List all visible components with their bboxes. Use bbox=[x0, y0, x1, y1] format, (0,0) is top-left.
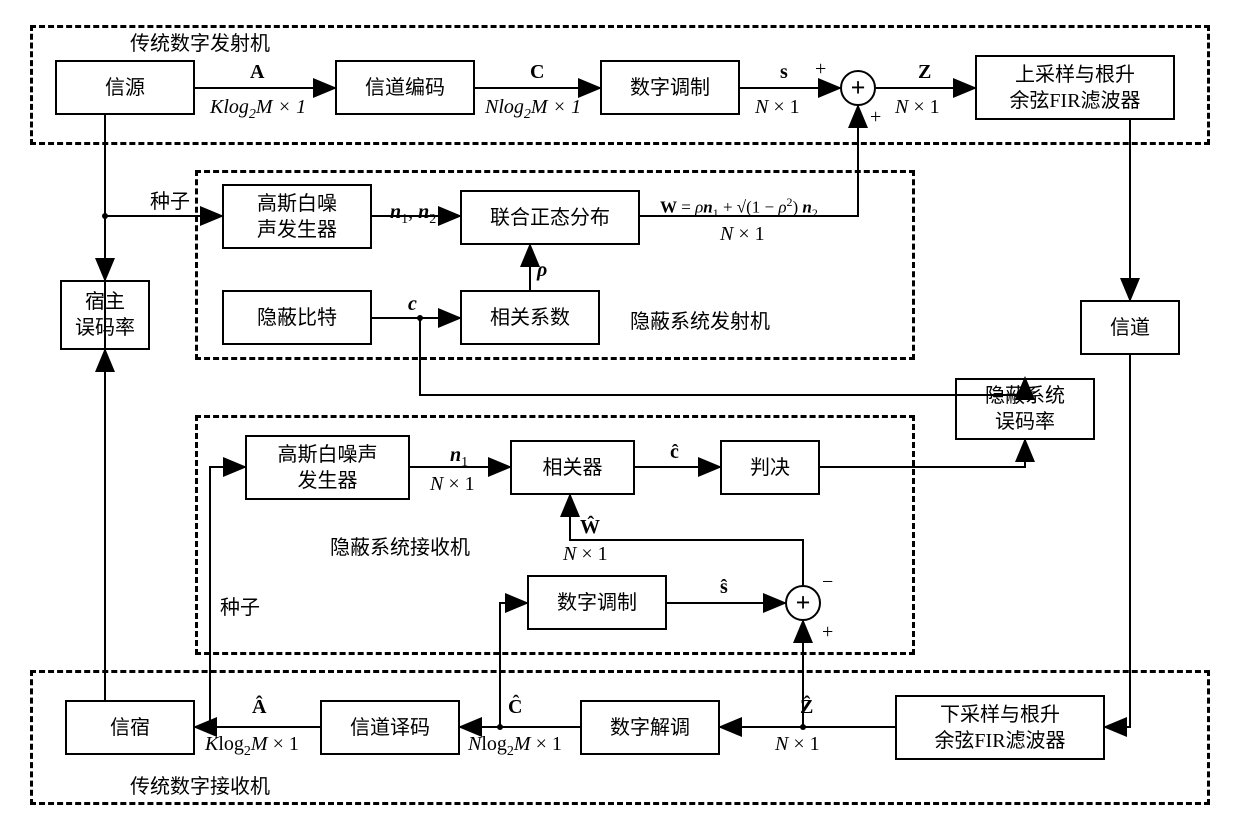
A-top: A bbox=[250, 60, 264, 84]
decision-box: 判决 bbox=[720, 440, 820, 495]
rx-group-label: 传统数字接收机 bbox=[130, 775, 270, 799]
Ahat-top: Â bbox=[252, 695, 266, 719]
sink-box: 信宿 bbox=[65, 700, 195, 755]
C-bot: Nlog2M × 1 bbox=[485, 95, 581, 124]
plus-tx-bot: + bbox=[870, 105, 881, 129]
upsample-box: 上采样与根升 余弦FIR滤波器 bbox=[975, 55, 1175, 120]
covert-tx-group-label: 隐蔽系统发射机 bbox=[630, 310, 770, 334]
What-bot: N × 1 bbox=[563, 542, 608, 566]
A-bot: Klog2M × 1 bbox=[210, 95, 306, 124]
gwn1-box: 高斯白噪 声发生器 bbox=[222, 184, 372, 249]
minus-rx: − bbox=[822, 570, 833, 594]
tx-sum-circle: + bbox=[840, 70, 876, 106]
channel-box: 信道 bbox=[1080, 300, 1180, 355]
chcode-box: 信道编码 bbox=[335, 60, 475, 115]
Chat-top: Ĉ bbox=[508, 695, 522, 719]
seed1-label: 种子 bbox=[150, 190, 190, 214]
n1-top: n1 bbox=[450, 443, 468, 472]
n1-bot: N × 1 bbox=[430, 472, 475, 496]
tx-group-label: 传统数字发射机 bbox=[130, 32, 270, 56]
digmod2-box: 数字调制 bbox=[527, 575, 667, 630]
c-label: c bbox=[408, 292, 417, 316]
Zhat-bot: N × 1 bbox=[775, 732, 820, 756]
host-ber-box: 宿主 误码率 bbox=[60, 280, 150, 350]
What-top: Ŵ bbox=[580, 515, 600, 539]
s-bot: N × 1 bbox=[755, 95, 800, 119]
covert-ber-box: 隐蔽系统 误码率 bbox=[955, 378, 1095, 440]
chdecode-box: 信道译码 bbox=[320, 700, 460, 755]
Z-top: Z bbox=[918, 60, 931, 84]
s-top: s bbox=[780, 60, 788, 84]
corr-coef-box: 相关系数 bbox=[460, 290, 600, 345]
chat-label: ĉ bbox=[670, 440, 679, 464]
downsample-box: 下采样与根升 余弦FIR滤波器 bbox=[895, 695, 1105, 760]
Z-bot: N × 1 bbox=[895, 95, 940, 119]
diagram-canvas: 传统数字发射机 隐蔽系统发射机 隐蔽系统接收机 传统数字接收机 信源 信道编码 … bbox=[0, 0, 1240, 829]
digdemod-box: 数字解调 bbox=[580, 700, 720, 755]
gwn2-box: 高斯白噪声 发生器 bbox=[245, 435, 410, 500]
hidden-bits-box: 隐蔽比特 bbox=[222, 290, 372, 345]
correlator-box: 相关器 bbox=[510, 440, 635, 495]
covert-rx-group-label: 隐蔽系统接收机 bbox=[330, 536, 470, 560]
n1n2-label: n1, n2 bbox=[390, 200, 436, 229]
Ahat-bot: Klog2M × 1 bbox=[205, 732, 299, 761]
Zhat-top: Ẑ bbox=[800, 695, 813, 719]
plus-tx-left: + bbox=[815, 57, 826, 81]
shat-label: ŝ bbox=[720, 575, 728, 599]
digmod-box: 数字调制 bbox=[600, 60, 740, 115]
Chat-bot: Nlog2M × 1 bbox=[468, 732, 562, 761]
W-top: W = ρn1 + √(1 − ρ2) n2 bbox=[660, 195, 818, 220]
source-box: 信源 bbox=[55, 60, 195, 115]
rx-sum-circle: + bbox=[785, 585, 821, 621]
seed2-label: 种子 bbox=[220, 596, 260, 620]
joint-box: 联合正态分布 bbox=[460, 190, 640, 245]
W-bot: N × 1 bbox=[720, 222, 765, 246]
plus-rx: + bbox=[822, 620, 833, 644]
rho-label: ρ bbox=[537, 258, 547, 282]
C-top: C bbox=[530, 60, 544, 84]
